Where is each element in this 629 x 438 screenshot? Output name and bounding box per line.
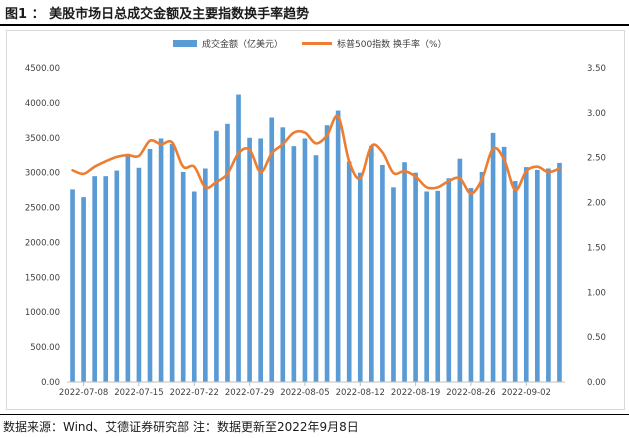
bar-2022-08-29 xyxy=(479,171,485,382)
bar-2022-09-08 xyxy=(557,162,562,382)
bar-2022-08-23 xyxy=(435,190,441,382)
legend-label-sp500-turnover-rate: 标普500指数 换手率（%） xyxy=(337,38,447,50)
bar-2022-07-22 xyxy=(191,191,197,382)
figure-label: 图1 ： xyxy=(5,7,45,22)
bar-2022-09-02 xyxy=(523,167,529,382)
bar-2022-08-30 xyxy=(490,132,496,382)
x-tick-label: 2022-08-19 xyxy=(391,388,440,398)
figure-caption: 美股市场日总成交金额及主要指数换手率趋势 xyxy=(49,7,310,22)
y-left-tick-label: 3000.00 xyxy=(25,169,60,179)
title-divider xyxy=(0,24,629,26)
bar-2022-07-12 xyxy=(103,176,109,382)
bar-2022-07-27 xyxy=(225,123,230,383)
y-right-tick-label: 1.00 xyxy=(587,288,606,298)
bar-2022-08-18 xyxy=(402,162,407,382)
y-right-tick-label: 2.50 xyxy=(587,154,606,164)
bar-2022-09-06 xyxy=(535,169,540,382)
bar-2022-08-19 xyxy=(413,172,418,382)
bar-2022-08-10 xyxy=(335,110,341,382)
x-tick-label: 2022-08-12 xyxy=(336,388,385,398)
y-right-tick-label: 0.00 xyxy=(587,378,606,388)
x-axis: 2022-07-08 2022-07-15 2022-07-22 2022-07-29… xyxy=(59,381,565,398)
bar-2022-07-07 xyxy=(70,189,75,382)
y-right-tick-label: 3.00 xyxy=(587,109,606,119)
bar-2022-09-01 xyxy=(512,181,518,382)
y-right-tick-label: 0.50 xyxy=(587,333,606,343)
bar-series xyxy=(70,94,562,383)
bar-2022-07-15 xyxy=(136,167,142,382)
y-left-tick-label: 2000.00 xyxy=(25,238,60,248)
bar-2022-08-16 xyxy=(380,164,385,382)
y-axis-left: 0.00 500.00 1000.00 1500.00 2000.00 2500.00 30… xyxy=(25,64,60,388)
bar-2022-09-07 xyxy=(546,168,551,382)
source-note: 数据来源：Wind、艾德证券研究部 注：数据更新至2022年9月8日 xyxy=(3,420,359,434)
bar-2022-08-03 xyxy=(280,127,286,382)
bar-2022-08-08 xyxy=(313,155,319,382)
bar-2022-08-22 xyxy=(424,191,429,382)
bar-2022-08-12 xyxy=(357,172,363,382)
x-tick-label: 2022-08-05 xyxy=(280,388,329,398)
legend-swatch-turnover-amount xyxy=(173,40,197,47)
x-tick-label: 2022-07-08 xyxy=(59,388,108,398)
bar-2022-08-24 xyxy=(446,178,452,382)
y-right-tick-label: 3.50 xyxy=(587,64,606,74)
bar-2022-07-28 xyxy=(236,94,241,382)
bar-2022-08-05 xyxy=(302,138,308,382)
y-left-tick-label: 1000.00 xyxy=(25,308,60,318)
x-tick-label: 2022-07-29 xyxy=(225,388,274,398)
bar-2022-07-29 xyxy=(247,137,252,382)
x-tick-label: 2022-07-22 xyxy=(170,388,219,398)
line-series xyxy=(71,114,561,195)
bar-2022-08-17 xyxy=(391,187,396,382)
y-right-tick-label: 1.50 xyxy=(587,243,606,253)
bar-2022-07-20 xyxy=(169,144,175,382)
bar-2022-07-11 xyxy=(92,176,97,382)
bar-2022-07-13 xyxy=(114,170,120,382)
bar-2022-08-04 xyxy=(291,146,297,382)
x-tick-label: 2022-09-02 xyxy=(502,388,551,398)
bar-2022-08-11 xyxy=(346,161,352,382)
source-divider xyxy=(0,414,629,415)
bar-2022-07-19 xyxy=(158,138,164,382)
bar-2022-07-21 xyxy=(180,171,186,382)
y-left-tick-label: 3500.00 xyxy=(25,134,60,144)
bar-2022-08-31 xyxy=(501,146,507,382)
legend-label-turnover-amount: 成交金额（亿美元） xyxy=(202,38,283,50)
y-left-tick-label: 1500.00 xyxy=(25,273,60,283)
chart-frame: 成交金额（亿美元） 标普500指数 换手率（%） 0.00 500.00 1000.… xyxy=(6,30,625,410)
y-left-tick-label: 2500.00 xyxy=(25,204,60,214)
bar-2022-07-26 xyxy=(214,130,219,382)
bar-2022-07-25 xyxy=(203,168,208,382)
legend: 成交金额（亿美元） 标普500指数 换手率（%） xyxy=(173,38,447,50)
bar-2022-08-02 xyxy=(269,117,275,382)
y-left-tick-label: 4500.00 xyxy=(25,64,60,74)
bar-2022-08-15 xyxy=(369,146,374,382)
y-right-tick-label: 2.00 xyxy=(587,199,606,209)
y-axis-right: 0.00 0.50 1.00 1.50 2.00 2.50 3.00 3.50 xyxy=(587,64,606,388)
bar-2022-07-14 xyxy=(125,153,131,382)
y-left-tick-label: 4000.00 xyxy=(25,99,60,109)
line-sp500-turnover-rate xyxy=(71,114,561,195)
bar-2022-08-25 xyxy=(457,158,463,382)
y-left-tick-label: 0.00 xyxy=(41,378,60,388)
bar-2022-08-26 xyxy=(468,188,474,382)
x-tick-label: 2022-08-26 xyxy=(446,388,495,398)
figure-title: 图1 ： 美股市场日总成交金额及主要指数换手率趋势 xyxy=(5,3,309,22)
combo-chart: 成交金额（亿美元） 标普500指数 换手率（%） 0.00 500.00 1000.… xyxy=(25,38,606,398)
x-tick-label: 2022-07-15 xyxy=(114,388,163,398)
bar-2022-07-18 xyxy=(147,148,153,382)
y-left-tick-label: 500.00 xyxy=(30,343,60,353)
bar-2022-08-09 xyxy=(324,125,330,383)
bar-2022-07-08 xyxy=(81,197,86,382)
title-bar: 图1 ： 美股市场日总成交金额及主要指数换手率趋势 xyxy=(0,0,629,24)
bar-2022-08-01 xyxy=(258,138,263,382)
